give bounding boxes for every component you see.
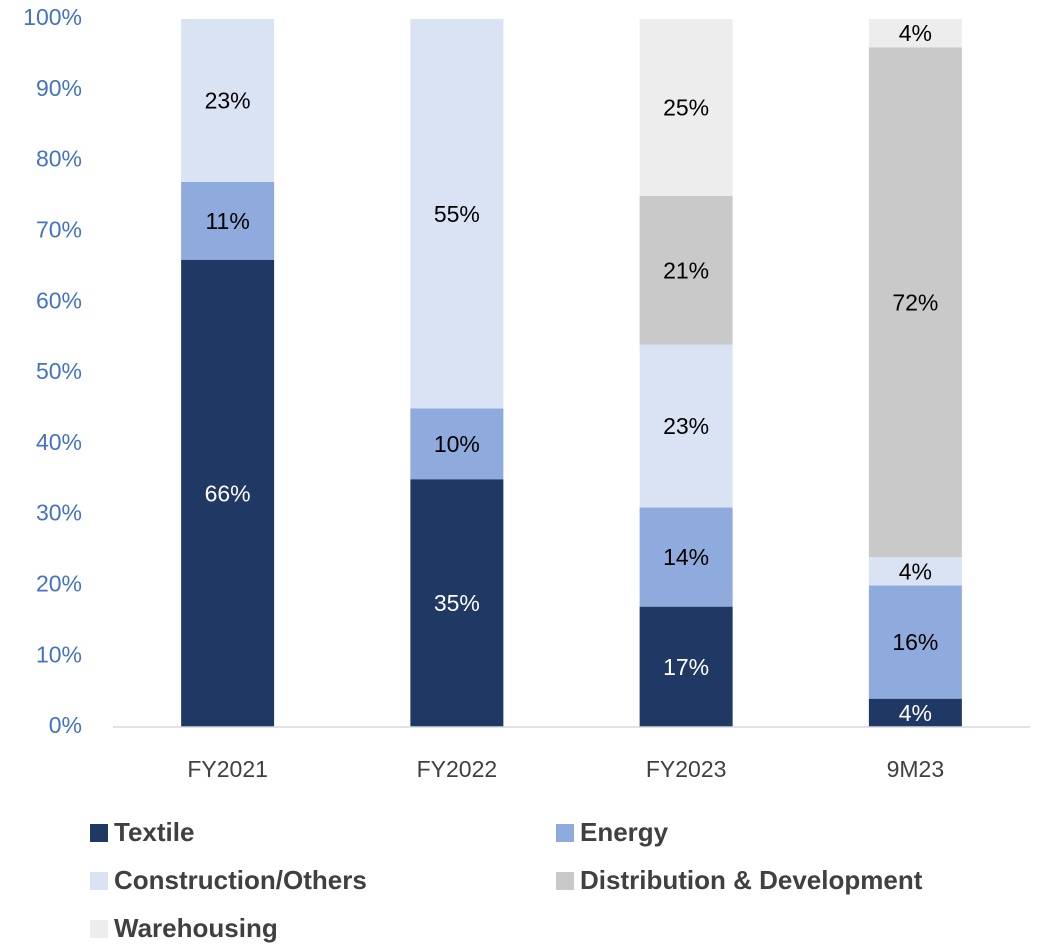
data-label: 23% <box>663 413 709 439</box>
data-label: 4% <box>899 20 932 46</box>
bar-segment <box>181 259 275 727</box>
bar-segment <box>410 19 504 409</box>
legend-label: Construction/Others <box>114 865 367 895</box>
data-label: 11% <box>205 208 249 234</box>
data-label: 21% <box>663 257 709 283</box>
legend-swatch <box>90 920 108 938</box>
data-label: 16% <box>892 629 938 655</box>
data-label: 35% <box>434 590 480 616</box>
legend-label: Textile <box>114 817 194 847</box>
data-label: 17% <box>663 654 709 680</box>
bar-segment <box>639 606 733 727</box>
y-tick-label: 90% <box>36 75 82 101</box>
x-tick-label: 9M23 <box>887 756 945 782</box>
x-tick-label: FY2021 <box>187 756 268 782</box>
bar-segment <box>181 19 275 182</box>
legend-swatch <box>556 824 574 842</box>
bar-segment <box>868 585 962 699</box>
y-tick-label: 80% <box>36 146 82 172</box>
legend-swatch <box>90 824 108 842</box>
bar-segment <box>868 698 962 727</box>
legend-label: Distribution & Development <box>580 865 923 895</box>
y-tick-label: 70% <box>36 216 82 242</box>
data-label: 4% <box>899 700 932 726</box>
y-tick-label: 20% <box>36 570 82 596</box>
y-tick-label: 10% <box>36 641 82 667</box>
y-tick-label: 40% <box>36 429 82 455</box>
y-tick-label: 50% <box>36 358 82 384</box>
data-label: 25% <box>663 95 709 121</box>
data-label: 66% <box>205 480 251 506</box>
legend-label: Energy <box>580 817 669 847</box>
legend-label: Warehousing <box>114 913 278 943</box>
legend-swatch <box>90 872 108 890</box>
y-tick-label: 60% <box>36 287 82 313</box>
bar-segment <box>639 196 733 345</box>
data-label: 23% <box>205 87 251 113</box>
bar-segment <box>410 408 504 480</box>
bar-segment <box>868 19 962 48</box>
x-tick-label: FY2023 <box>646 756 727 782</box>
y-tick-label: 30% <box>36 500 82 526</box>
bar-segment <box>868 47 962 558</box>
data-label: 14% <box>663 544 709 570</box>
legend-swatch <box>556 872 574 890</box>
data-label: 10% <box>434 431 480 457</box>
x-tick-label: FY2022 <box>417 756 498 782</box>
y-tick-label: 100% <box>23 4 82 30</box>
y-tick-label: 0% <box>49 712 82 738</box>
bar-segment <box>410 479 504 727</box>
bar-segment <box>181 181 275 260</box>
bar-segment <box>639 344 733 508</box>
data-label: 4% <box>899 558 932 584</box>
bar-segment <box>868 557 962 586</box>
data-label: 72% <box>892 289 938 315</box>
data-label: 55% <box>434 201 480 227</box>
bar-segment <box>639 19 733 196</box>
bar-segment <box>639 507 733 607</box>
